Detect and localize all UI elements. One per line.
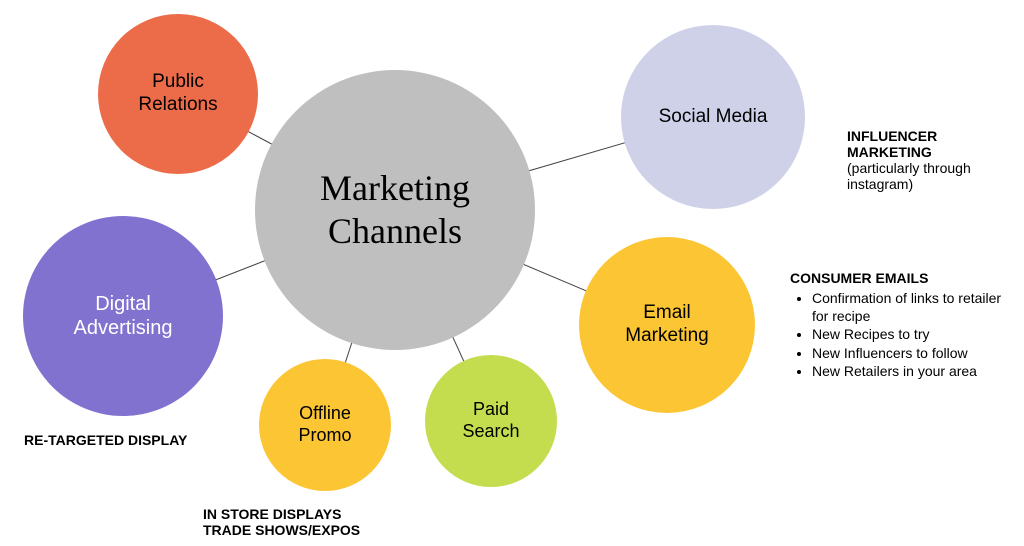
annotation-title: INFLUENCER MARKETING [847,128,1022,160]
annotation-a-social: INFLUENCER MARKETING(particularly throug… [847,128,1022,192]
annotation-subtitle: (particularly through instagram) [847,160,1022,192]
node-social: Social Media [621,25,805,209]
node-label-paid: Paid Search [456,393,525,448]
node-label-pr: Public Relations [132,65,223,123]
node-label-offline: Offline Promo [292,397,357,452]
annotation-a-email: CONSUMER EMAILS Confirmation of links to … [790,270,1015,382]
node-email: Email Marketing [579,237,755,413]
node-label-social: Social Media [653,100,774,135]
annotation-list: Confirmation of links to retailer for re… [790,290,1015,381]
diagram-canvas: Marketing Channels Public Relations Social… [0,0,1024,546]
annotation-title: RE-TARGETED DISPLAY [24,432,224,448]
annotation-list-item: New Recipes to try [812,326,1015,344]
annotation-list-item: New Retailers in your area [812,363,1015,381]
center-label: Marketing Channels [314,161,476,259]
node-digital: Digital Advertising [23,216,223,416]
annotation-list-item: New Influencers to follow [812,345,1015,363]
annotation-title: IN STORE DISPLAYS TRADE SHOWS/EXPOS [203,506,463,538]
center-node: Marketing Channels [255,70,535,350]
annotation-title: CONSUMER EMAILS [790,270,1015,286]
node-label-email: Email Marketing [619,296,714,354]
annotation-a-digital: RE-TARGETED DISPLAY [24,432,224,448]
node-pr: Public Relations [98,14,258,174]
node-label-digital: Digital Advertising [68,286,179,346]
annotation-list-item: Confirmation of links to retailer for re… [812,290,1015,325]
node-paid: Paid Search [425,355,557,487]
annotation-a-offline: IN STORE DISPLAYS TRADE SHOWS/EXPOS [203,506,463,538]
node-offline: Offline Promo [259,359,391,491]
